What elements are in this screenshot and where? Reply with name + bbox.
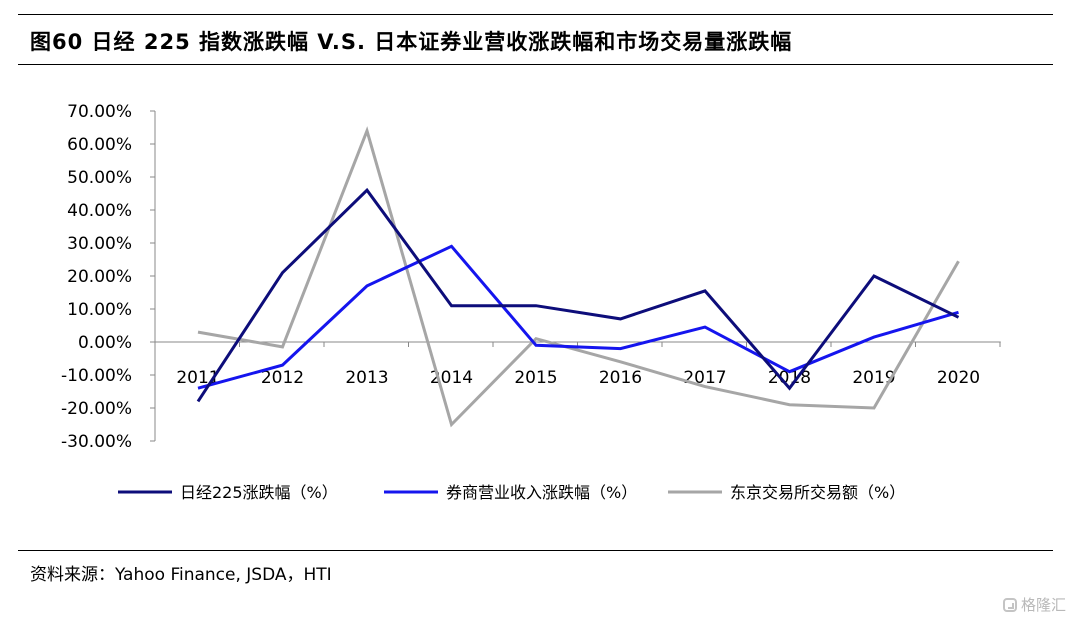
series-line-2 [197,244,959,390]
y-tick-label: 10.00% [67,300,132,320]
legend-label-3: 东京交易所交易额（%） [730,483,905,502]
watermark-logo-icon [1002,597,1017,612]
watermark: 格隆汇 [1002,594,1066,615]
x-tick-label: 2012 [261,368,304,388]
x-tick-label: 2019 [852,368,895,388]
source-note: 资料来源：Yahoo Finance, JSDA，HTI [30,565,332,585]
y-tick-label: 0.00% [78,333,132,353]
series-line-3 [197,126,960,428]
y-tick-label: 40.00% [67,201,132,221]
y-tick-label: 50.00% [67,168,132,188]
y-tick-label: 70.00% [67,102,132,122]
chart-title: 图60 日经 225 指数涨跌幅 V.S. 日本证券业营收涨跌幅和市场交易量涨跌… [30,30,793,54]
bottom-rule [18,550,1053,551]
y-tick-label: -30.00% [61,432,132,452]
x-tick-label: 2017 [683,368,726,388]
y-tick-label: -10.00% [61,366,132,386]
line-chart: 70.00% 60.00% 50.00% 40.00% 30.00% 20.00% 10.0… [61,102,1001,502]
x-tick-label: 2015 [514,368,557,388]
top-rule [18,14,1053,15]
watermark-text: 格隆汇 [1020,596,1066,614]
x-tick-label: 2013 [345,368,388,388]
x-tick-label: 2016 [599,368,642,388]
y-tick-label: 20.00% [67,267,132,287]
y-tick-label: -20.00% [61,399,132,419]
y-tick-label: 60.00% [67,135,132,155]
y-tick-label: 30.00% [67,234,132,254]
legend-label-2: 券商营业收入涨跌幅（%） [446,483,637,502]
title-rule [18,64,1053,65]
x-tick-label: 2020 [937,368,980,388]
legend-label-1: 日经225涨跌幅（%） [180,483,338,502]
series-line-1 [196,187,960,403]
